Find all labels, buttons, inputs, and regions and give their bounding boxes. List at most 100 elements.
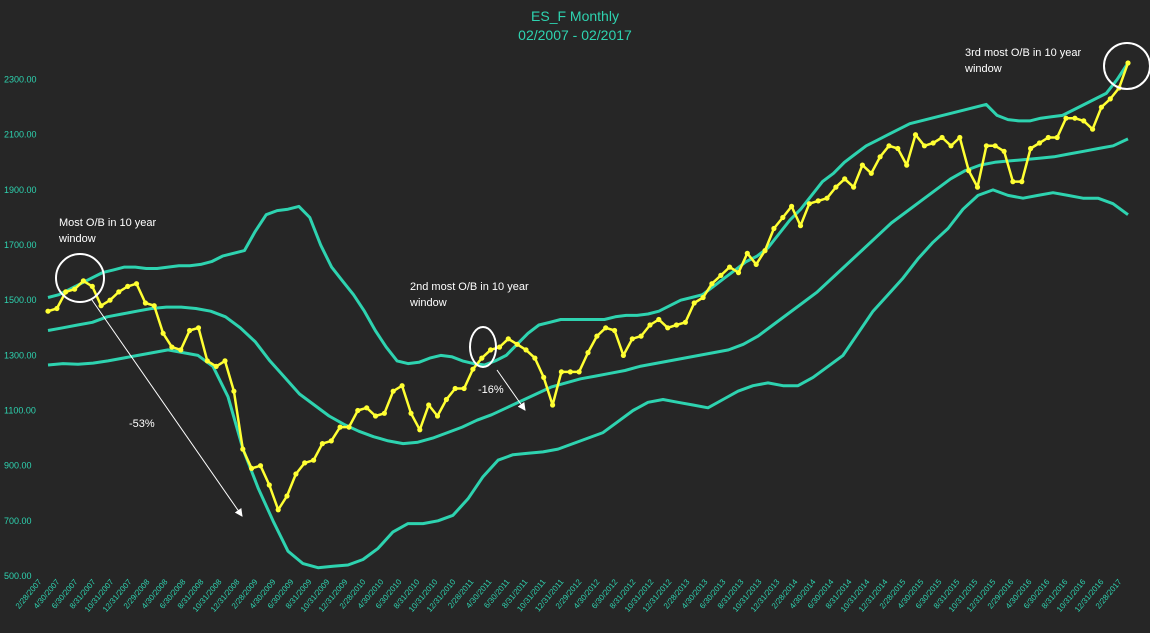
price-point: [753, 261, 759, 267]
price-point: [1098, 104, 1104, 110]
price-point: [346, 424, 352, 430]
price-point: [550, 402, 556, 408]
price-point: [682, 319, 689, 325]
price-point: [426, 402, 432, 408]
price-point: [797, 223, 804, 229]
price-point: [240, 446, 246, 452]
price-point: [107, 297, 113, 303]
price-point: [284, 493, 290, 499]
price-point: [488, 347, 494, 353]
price-point: [576, 369, 582, 375]
price-point: [974, 184, 981, 190]
price-point: [337, 424, 343, 430]
price-point: [187, 327, 193, 334]
price-point: [89, 283, 95, 289]
x-axis-ticks: 2/28/20074/30/20076/30/20078/31/200710/3…: [14, 577, 1124, 614]
price-point: [142, 300, 148, 306]
price-point: [815, 198, 821, 204]
price-point: [364, 405, 370, 411]
price-point: [381, 410, 387, 416]
price-point: [178, 347, 184, 353]
price-point: [116, 289, 122, 295]
price-point: [275, 507, 281, 513]
price-point: [496, 344, 503, 350]
price-point: [125, 283, 131, 289]
price-point: [514, 341, 520, 347]
y-tick-label: 1100.00: [4, 406, 36, 416]
price-point: [1090, 126, 1096, 132]
price-point: [1107, 96, 1113, 102]
price-point: [98, 303, 104, 309]
price-point: [656, 316, 662, 323]
ob-circle-1: [55, 253, 105, 303]
price-point: [399, 383, 405, 389]
annotation-3rd-most-ob-line2: window: [964, 63, 1002, 75]
price-point: [930, 140, 936, 146]
annotation-2nd-most-ob-line1: 2nd most O/B in 10 year: [410, 281, 529, 293]
lower-band-line: [47, 188, 1129, 570]
price-point: [372, 413, 379, 419]
price-point: [302, 460, 308, 466]
price-point: [231, 388, 237, 394]
price-point: [789, 203, 795, 209]
price-point: [806, 201, 812, 207]
price-point: [311, 457, 317, 463]
price-point: [744, 250, 750, 256]
price-point: [727, 264, 733, 270]
price-point: [833, 184, 839, 190]
price-point: [558, 369, 565, 375]
price-point: [169, 344, 175, 350]
price-point: [1054, 134, 1060, 141]
price-point: [1036, 140, 1043, 146]
price-point: [700, 294, 706, 301]
price-point: [63, 289, 69, 295]
chart-title: ES_F Monthly: [531, 8, 619, 24]
price-point: [328, 438, 334, 444]
annotation-most-ob-line1: Most O/B in 10 year: [59, 217, 157, 229]
price-point: [213, 363, 219, 369]
price-point: [851, 184, 857, 190]
price-point: [434, 413, 441, 419]
price-point: [877, 154, 883, 160]
price-point: [408, 410, 414, 416]
price-point: [868, 170, 874, 176]
price-point: [647, 322, 653, 328]
price-point: [54, 305, 60, 312]
y-tick-label: 700.00: [4, 516, 32, 526]
y-tick-label: 1900.00: [4, 185, 37, 195]
price-point: [824, 195, 830, 201]
price-point: [594, 333, 600, 339]
upper-band-line: [47, 62, 1130, 367]
price-point: [470, 366, 476, 372]
price-point: [249, 465, 255, 471]
price-point: [1010, 179, 1016, 185]
y-tick-label: 1300.00: [4, 350, 37, 360]
price-point: [319, 441, 325, 447]
price-point: [620, 352, 627, 358]
price-point: [691, 300, 697, 306]
annotation-decline-53: -53%: [129, 418, 155, 430]
price-point: [762, 248, 768, 254]
price-point: [921, 143, 928, 149]
price-point: [461, 385, 467, 392]
price-point: [895, 145, 901, 152]
price-point: [665, 325, 671, 331]
price-point: [1081, 118, 1087, 124]
price-point: [355, 407, 361, 414]
price-point: [417, 427, 423, 433]
decline-arrow-1: [91, 299, 243, 517]
price-point: [266, 482, 272, 488]
annotation-decline-16: -16%: [478, 384, 504, 396]
annotation-most-ob: Most O/B in 10 year window: [58, 217, 159, 245]
annotation-2nd-most-ob: 2nd most O/B in 10 year window: [409, 281, 532, 309]
price-point: [957, 134, 963, 141]
price-line: [47, 62, 1130, 512]
price-point: [771, 225, 777, 232]
price-point: [195, 325, 202, 331]
price-point: [718, 272, 724, 278]
price-point: [983, 143, 990, 149]
price-point: [133, 281, 140, 287]
y-tick-label: 2100.00: [4, 130, 37, 140]
price-point: [904, 162, 910, 168]
y-tick-label: 900.00: [4, 461, 32, 471]
